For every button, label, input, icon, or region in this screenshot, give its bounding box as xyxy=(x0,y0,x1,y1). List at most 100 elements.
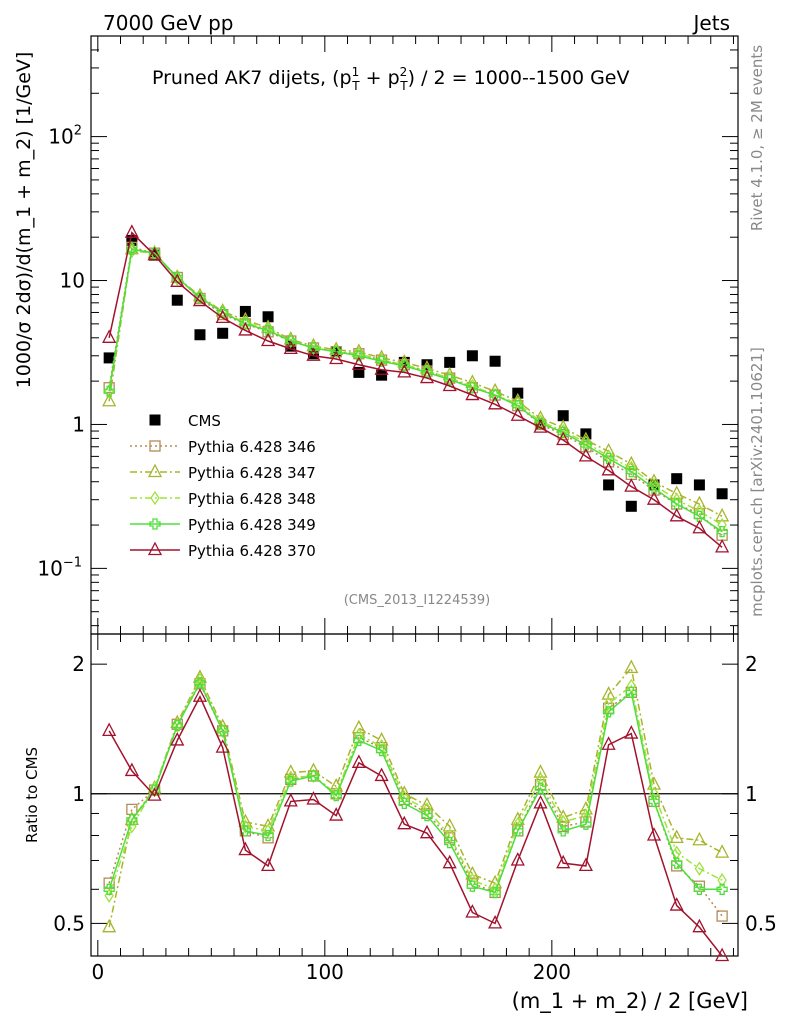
data-point-triangle xyxy=(601,686,616,700)
header-jets: Jets xyxy=(692,11,730,35)
data-point-plus xyxy=(716,525,728,538)
data-point-plus xyxy=(307,770,320,782)
data-point-triangle xyxy=(715,844,730,858)
data-point-plus xyxy=(149,518,161,530)
data-point-plus xyxy=(330,790,342,802)
data-point-plus xyxy=(217,306,229,319)
data-point-triangle xyxy=(147,246,162,261)
data-point-plus xyxy=(557,825,569,837)
data-point-triangle xyxy=(124,762,139,777)
title-prefix: Pruned AK7 dijets, (p xyxy=(152,67,352,89)
data-point-cms xyxy=(171,294,183,306)
legend: CMS Pythia 6.428 346 Pythia 6.428 347 Pythi… xyxy=(130,412,316,560)
data-point-plus xyxy=(444,837,456,849)
ratio-ytick-label-left: 2 xyxy=(72,652,85,676)
data-point-diamond xyxy=(240,819,251,834)
data-point-plus xyxy=(648,795,660,808)
data-point-plus xyxy=(512,825,524,837)
data-point-cms xyxy=(693,479,705,491)
data-point-triangle xyxy=(601,736,616,750)
title-sub2: T xyxy=(399,79,408,93)
data-point-plus xyxy=(534,782,547,794)
data-point-triangle xyxy=(329,807,344,821)
data-point-plus xyxy=(285,775,297,787)
data-point-triangle xyxy=(419,824,435,839)
data-point-plus xyxy=(262,324,274,337)
data-point-plus xyxy=(353,734,365,747)
data-point-triangle xyxy=(397,815,412,830)
data-point-diamond xyxy=(671,492,682,507)
data-point-diamond xyxy=(558,814,568,830)
data-point-triangle xyxy=(624,659,639,674)
ratio-line-p349 xyxy=(108,681,723,894)
data-point-triangle xyxy=(351,356,366,370)
mcplots-label: mcplots.cern.ch [arXiv:2401.10621] xyxy=(748,347,766,617)
ratio-line-p348 xyxy=(108,677,723,896)
data-point-triangle xyxy=(283,330,298,345)
data-point-plus xyxy=(671,498,683,510)
data-point-triangle xyxy=(238,322,253,336)
data-point-plus xyxy=(625,686,637,699)
data-point-plus xyxy=(671,857,683,869)
data-point-plus xyxy=(489,886,501,899)
main-line-p349 xyxy=(108,248,723,533)
data-point-plus xyxy=(580,818,592,830)
data-point-triangle xyxy=(692,519,707,534)
ratio-ytick-label-right: 0.5 xyxy=(745,911,777,935)
data-point-cms xyxy=(353,366,365,378)
data-point-cms xyxy=(103,352,115,364)
data-point-triangle xyxy=(192,292,208,307)
header-energy: 7000 GeV pp xyxy=(103,11,234,35)
data-point-plus xyxy=(421,366,433,379)
data-point-cms xyxy=(444,356,456,368)
data-point-triangle xyxy=(419,369,435,384)
data-point-square xyxy=(149,440,161,452)
data-point-triangle xyxy=(397,363,412,378)
data-point-square xyxy=(671,860,683,872)
main-ytick-label: 102 xyxy=(48,124,82,149)
data-point-triangle xyxy=(715,947,730,962)
data-point-plus xyxy=(444,373,456,386)
data-point-triangle xyxy=(692,918,707,933)
data-point-plus xyxy=(716,883,728,895)
data-point-diamond xyxy=(467,378,478,394)
main-ytick-exponent: −1 xyxy=(63,555,82,570)
data-point-cms xyxy=(671,473,683,485)
title-mid: + p xyxy=(360,67,400,89)
title-suffix: ) / 2 = 1000--1500 GeV xyxy=(408,67,630,89)
ratio-ytick-label-left: 0.5 xyxy=(53,911,85,935)
data-point-plus xyxy=(171,719,183,732)
data-point-plus xyxy=(148,784,161,796)
data-point-triangle xyxy=(715,538,730,553)
data-point-plus xyxy=(103,385,115,397)
data-point-triangle xyxy=(533,794,548,809)
data-point-diamond xyxy=(127,819,137,834)
legend-label-CMS: CMS xyxy=(188,412,221,430)
data-point-triangle xyxy=(147,787,162,801)
data-point-triangle xyxy=(488,395,503,410)
data-point-triangle xyxy=(147,541,163,556)
data-point-plus xyxy=(602,706,615,718)
data-point-triangle xyxy=(715,507,730,522)
data-point-triangle xyxy=(306,337,321,352)
data-point-triangle xyxy=(351,719,366,734)
data-point-triangle xyxy=(170,273,185,287)
ratio-ytick-label-right: 1 xyxy=(745,782,758,806)
data-point-triangle xyxy=(669,897,684,911)
ratio-ytick-label-right: 2 xyxy=(745,652,758,676)
ratio-panel-frame xyxy=(90,633,739,957)
data-point-cms xyxy=(376,369,388,381)
data-point-plus xyxy=(648,482,660,494)
data-point-triangle xyxy=(488,914,503,929)
ratio-axis-ticks: 0 100 200 2 2 1 1 0.5 0.5 xyxy=(53,634,777,984)
data-point-triangle xyxy=(465,904,480,918)
data-point-plus xyxy=(421,809,433,822)
data-point-square xyxy=(716,910,728,922)
data-point-square xyxy=(103,382,115,394)
data-point-diamond xyxy=(535,772,546,787)
data-point-triangle xyxy=(533,419,548,433)
data-point-triangle xyxy=(102,329,117,343)
data-point-plus xyxy=(398,360,410,372)
legend-label-p348: Pythia 6.428 348 xyxy=(188,490,316,508)
title-sup2: 2 xyxy=(400,65,408,79)
